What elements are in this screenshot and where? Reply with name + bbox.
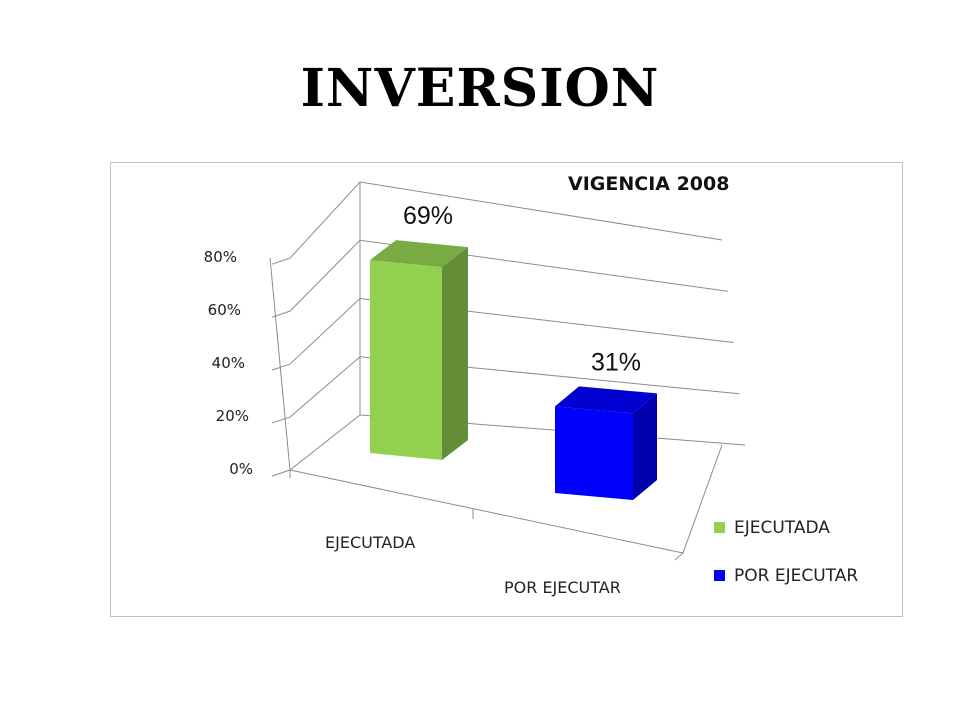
legend-swatch bbox=[714, 522, 725, 533]
chart-bars bbox=[370, 240, 657, 500]
floor-tick bbox=[674, 552, 684, 561]
gridline bbox=[271, 414, 746, 477]
bar-top bbox=[555, 386, 657, 414]
y-tick-label: 80% bbox=[204, 248, 237, 266]
x-tick-label: EJECUTADA bbox=[325, 533, 415, 552]
x-tick-label: POR EJECUTAR bbox=[504, 578, 621, 597]
y-axis-line bbox=[269, 257, 291, 471]
data-label: 69% bbox=[403, 202, 453, 230]
chart-labels: 0% 20% 40% 60% 80% 69% 31% EJECUTADA POR EJECUTA… bbox=[204, 202, 859, 597]
slide-title: INVERSION bbox=[300, 58, 660, 119]
chart-title: VIGENCIA 2008 bbox=[568, 173, 729, 195]
y-tick-label: 20% bbox=[216, 407, 249, 425]
legend-swatch bbox=[714, 570, 725, 581]
data-label: 31% bbox=[591, 348, 641, 376]
bar-side bbox=[442, 247, 468, 460]
y-tick-label: 40% bbox=[212, 354, 245, 372]
chart-area bbox=[110, 162, 903, 617]
legend-entry: POR EJECUTAR bbox=[734, 566, 858, 586]
legend-entry: EJECUTADA bbox=[734, 518, 830, 538]
bar-side bbox=[633, 393, 657, 500]
gridline bbox=[271, 239, 728, 318]
bar-front-por-ejecutar bbox=[555, 406, 633, 500]
chart-grid bbox=[269, 181, 746, 561]
gridline bbox=[271, 181, 723, 265]
gridline bbox=[271, 356, 740, 424]
bar-front-ejecutada bbox=[370, 260, 442, 460]
y-tick-label: 60% bbox=[208, 301, 241, 319]
gridline bbox=[271, 297, 734, 371]
y-tick-label: 0% bbox=[229, 460, 253, 478]
bar-top bbox=[370, 240, 468, 268]
